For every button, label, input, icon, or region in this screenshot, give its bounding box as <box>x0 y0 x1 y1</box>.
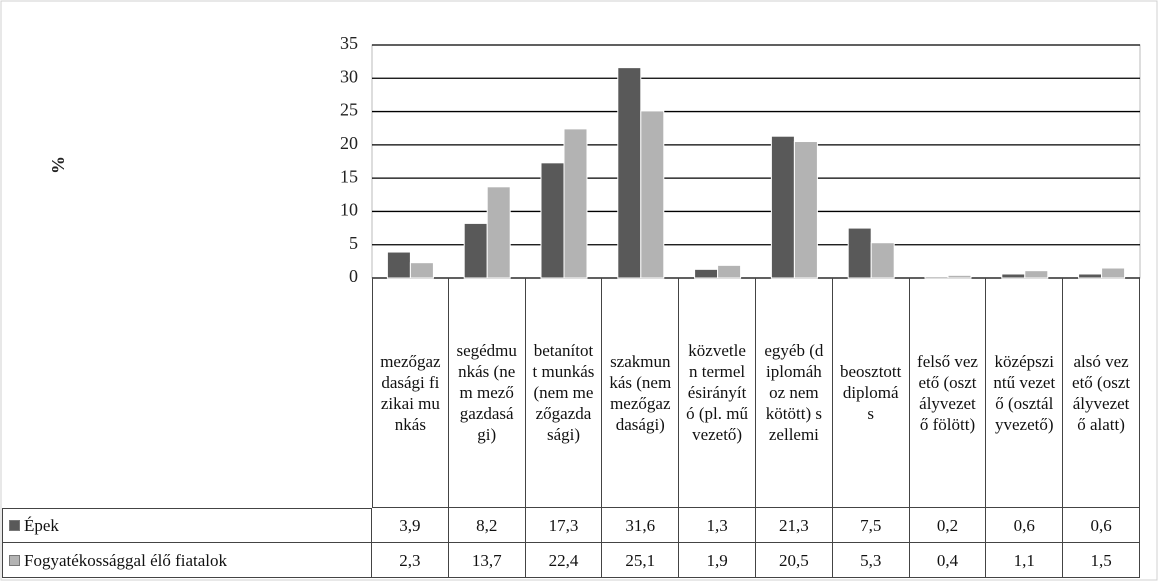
category-cell: középszintű vezető (osztályvezető) <box>986 278 1064 508</box>
legend-swatch <box>9 554 20 566</box>
category-label: betanított munkás (nem mezőgazdasági) <box>532 341 595 444</box>
value-cell: 17,3 <box>525 508 603 543</box>
y-tick-label: 5 <box>349 233 358 253</box>
bar <box>617 67 642 279</box>
legend-label: Fogyatékossággal élő fiatalok <box>24 550 228 570</box>
category-cell: betanított munkás (nem mezőgazdasági) <box>525 278 603 508</box>
bar <box>386 251 411 279</box>
y-tick-label: 15 <box>340 166 358 186</box>
value-cell: 31,6 <box>602 508 680 543</box>
value-cell: 0,6 <box>1063 508 1140 543</box>
value-cell: 1,1 <box>986 543 1064 578</box>
bar <box>947 274 972 279</box>
bar <box>1024 270 1049 279</box>
value-cell: 1,3 <box>679 508 756 543</box>
y-tick-label: 0 <box>349 266 358 286</box>
value-cell: 1,5 <box>1063 543 1140 578</box>
bar <box>540 162 565 279</box>
bar <box>793 141 818 279</box>
bar <box>870 242 895 279</box>
category-cell: beosztott diplomás <box>832 278 910 508</box>
category-label: szakmunkás (nem mezőgazdasági) <box>609 351 672 434</box>
y-tick-label: 25 <box>340 100 358 120</box>
bar <box>640 110 665 279</box>
value-cell: 3,9 <box>372 508 449 543</box>
bar <box>770 135 795 279</box>
category-cell: közvetlen termelésirányító (pl. művezető… <box>679 278 756 508</box>
value-cell: 0,6 <box>986 508 1064 543</box>
bar <box>847 227 872 279</box>
category-cell: felső vezető (osztályvezető fölött) <box>909 278 987 508</box>
category-label: mezőgazdasági fizikai munkás <box>380 351 441 434</box>
category-cell: szakmunkás (nem mezőgazdasági) <box>602 278 680 508</box>
category-cell: alsó vezető (osztályvezető alatt) <box>1063 278 1140 508</box>
value-cell: 13,7 <box>448 543 526 578</box>
value-cell: 0,4 <box>909 543 987 578</box>
value-cell: 0,2 <box>909 508 987 543</box>
bar <box>717 264 742 279</box>
y-axis-label: % <box>48 156 68 174</box>
category-label: közvetlen termelésirányító (pl. művezető… <box>686 341 748 444</box>
value-cell: 7,5 <box>832 508 910 543</box>
category-label: alsó vezető (osztályvezető alatt) <box>1072 351 1131 434</box>
value-cell: 1,9 <box>679 543 756 578</box>
category-label: felső vezető (osztályvezető fölött) <box>917 351 978 434</box>
category-cell: segédmunkás (nem mezőgazdasági) <box>448 278 526 508</box>
value-cell: 25,1 <box>602 543 680 578</box>
category-label: egyéb (diplomához nem kötött) szellemi <box>764 341 824 444</box>
legend-swatch <box>9 520 20 531</box>
bar <box>563 128 588 279</box>
legend-cell: Épek <box>2 508 372 543</box>
legend-label: Épek <box>24 516 59 535</box>
value-cell: 2,3 <box>372 543 449 578</box>
y-tick-label: 20 <box>340 133 358 153</box>
value-cell: 20,5 <box>756 543 833 578</box>
category-label: középszintű vezető (osztályvezető) <box>993 351 1056 434</box>
bar <box>486 186 511 279</box>
bar <box>409 262 434 279</box>
y-tick-label: 35 <box>340 33 358 53</box>
category-label: segédmunkás (nem mezőgazdasági) <box>456 341 517 444</box>
y-tick-label: 10 <box>340 200 358 220</box>
bar <box>463 222 488 279</box>
value-cell: 8,2 <box>448 508 526 543</box>
value-cell: 22,4 <box>525 543 603 578</box>
category-cell: egyéb (diplomához nem kötött) szellemi <box>756 278 833 508</box>
legend-cell: Fogyatékossággal élő fiatalok <box>2 543 372 578</box>
value-cell: 5,3 <box>832 543 910 578</box>
y-tick-label: 30 <box>340 66 358 86</box>
category-label: beosztott diplomás <box>839 362 902 423</box>
category-cell: mezőgazdasági fizikai munkás <box>372 278 449 508</box>
bar <box>694 268 719 279</box>
value-cell: 21,3 <box>756 508 833 543</box>
bar <box>1101 267 1126 279</box>
